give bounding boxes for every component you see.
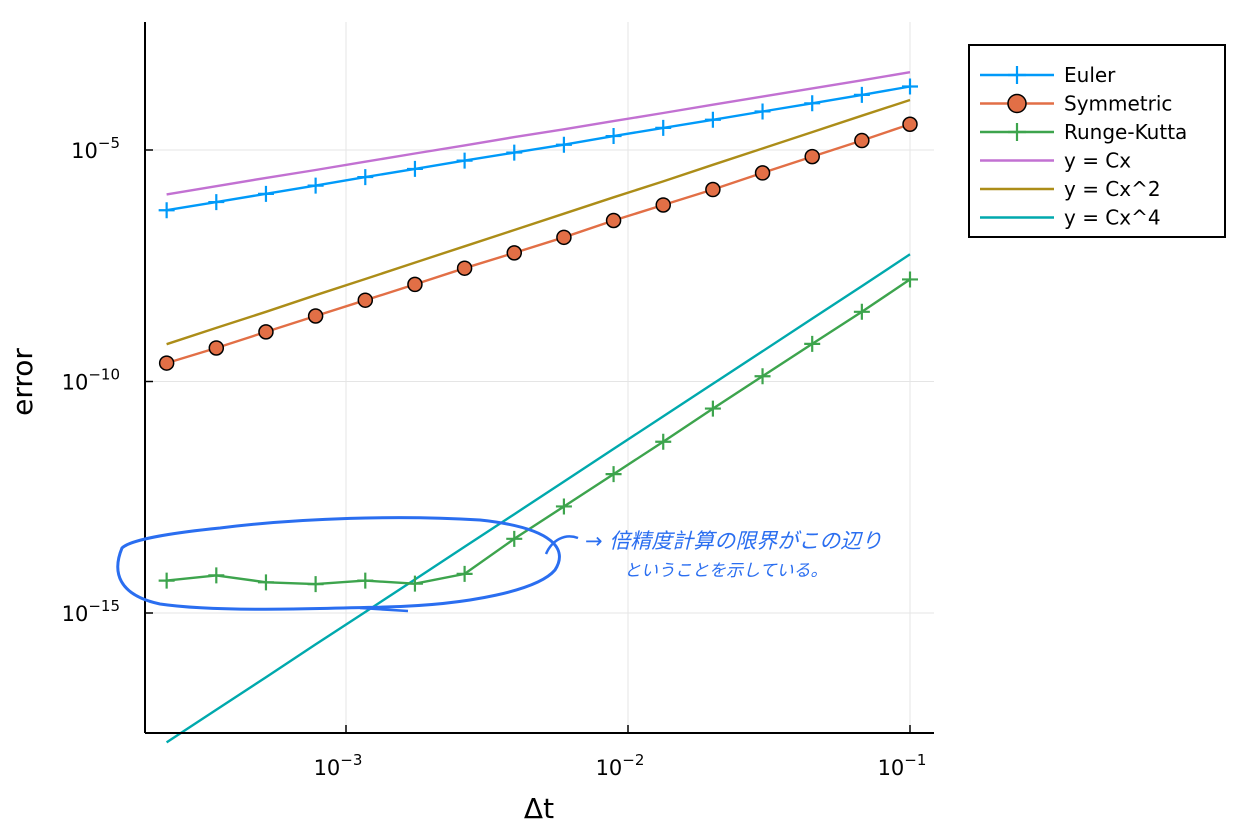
legend-item: Symmetric — [980, 92, 1172, 116]
annotation-line-2: ということを示している。 — [624, 561, 828, 581]
series-line — [166, 123, 911, 365]
data-point — [307, 576, 324, 593]
data-point — [506, 245, 523, 261]
data-point — [754, 165, 771, 181]
grid — [145, 22, 934, 733]
data-point — [854, 132, 870, 149]
series-symmetric — [158, 116, 918, 371]
data-point — [804, 148, 820, 165]
annotation-circle — [116, 516, 561, 611]
data-point — [307, 177, 324, 194]
data-point — [257, 574, 274, 591]
legend-label: y = Cx^4 — [1064, 206, 1161, 230]
legend-label: Symmetric — [1064, 92, 1172, 116]
annotation-line-1: → 倍精度計算の限界がこの辺り — [585, 529, 882, 553]
legend-item: y = Cx — [980, 149, 1131, 173]
y-axis-label: error — [6, 348, 39, 416]
series-line — [166, 85, 911, 212]
legend-item: Euler — [980, 63, 1116, 87]
data-point — [605, 212, 622, 229]
legend: Euler Symmetric Runge-Kutta y = Cx y = Cx^2 y… — [968, 44, 1226, 238]
legend-item: y = Cx^2 — [980, 177, 1161, 201]
legend-item: y = Cx^4 — [980, 206, 1161, 230]
data-point — [406, 160, 423, 177]
data-point — [257, 185, 274, 202]
data-point — [853, 86, 870, 103]
data-point — [804, 335, 821, 352]
series-runge-kutta — [158, 271, 918, 593]
legend-label: Runge-Kutta — [1064, 120, 1187, 144]
series-y-cx-2 — [166, 98, 911, 346]
legend-label: y = Cx — [1064, 149, 1131, 173]
data-point — [853, 303, 870, 320]
data-point — [506, 530, 523, 547]
legend-swatch-marker — [1008, 66, 1026, 84]
series-layer — [158, 71, 918, 744]
annotation-underline — [359, 606, 409, 613]
data-point — [406, 575, 423, 592]
legend-box — [968, 44, 1226, 238]
data-point — [655, 433, 672, 450]
data-point — [456, 260, 473, 276]
legend-swatch-marker — [1008, 123, 1026, 141]
data-point — [456, 565, 473, 582]
data-point — [655, 119, 672, 136]
data-point — [902, 116, 918, 132]
data-point — [555, 498, 572, 515]
data-point — [704, 111, 721, 128]
series-line — [166, 71, 911, 196]
data-point — [902, 271, 918, 288]
x-axis-label: Δt — [524, 792, 554, 825]
data-point — [704, 400, 721, 417]
data-point — [754, 103, 771, 120]
series-euler — [158, 78, 918, 219]
data-point — [158, 202, 175, 219]
data-point — [456, 152, 473, 169]
series-line — [166, 98, 911, 346]
data-point — [158, 572, 175, 589]
series-y-cx-4 — [165, 253, 911, 744]
data-point — [208, 567, 225, 584]
data-point — [208, 194, 225, 211]
data-point — [605, 128, 622, 145]
axes — [144, 22, 934, 734]
data-point — [158, 355, 175, 371]
legend-item: Runge-Kutta — [980, 120, 1187, 144]
data-point — [407, 276, 423, 293]
data-point — [307, 308, 324, 324]
series-y-cx — [166, 71, 911, 196]
series-line — [165, 253, 911, 744]
series-line — [166, 278, 911, 586]
data-point — [208, 340, 225, 356]
data-point — [902, 78, 918, 95]
data-point — [357, 292, 374, 308]
x-tick-label: 10−1 — [878, 751, 927, 780]
data-point — [258, 324, 274, 340]
data-point — [804, 95, 821, 112]
data-point — [506, 144, 523, 161]
data-point — [655, 197, 671, 213]
y-tick-label: 10−5 — [71, 134, 120, 163]
annotation: → 倍精度計算の限界がこの辺り ということを示している。 — [116, 516, 882, 613]
data-point — [754, 368, 771, 385]
legend-label: y = Cx^2 — [1064, 177, 1161, 201]
data-point — [605, 466, 622, 483]
legend-label: Euler — [1064, 63, 1116, 87]
annotation-connector — [544, 535, 579, 555]
data-point — [357, 572, 374, 589]
legend-swatch-marker — [1007, 93, 1027, 114]
data-point — [357, 169, 374, 186]
data-point — [705, 181, 721, 198]
data-point — [556, 229, 572, 246]
data-point — [555, 136, 572, 153]
